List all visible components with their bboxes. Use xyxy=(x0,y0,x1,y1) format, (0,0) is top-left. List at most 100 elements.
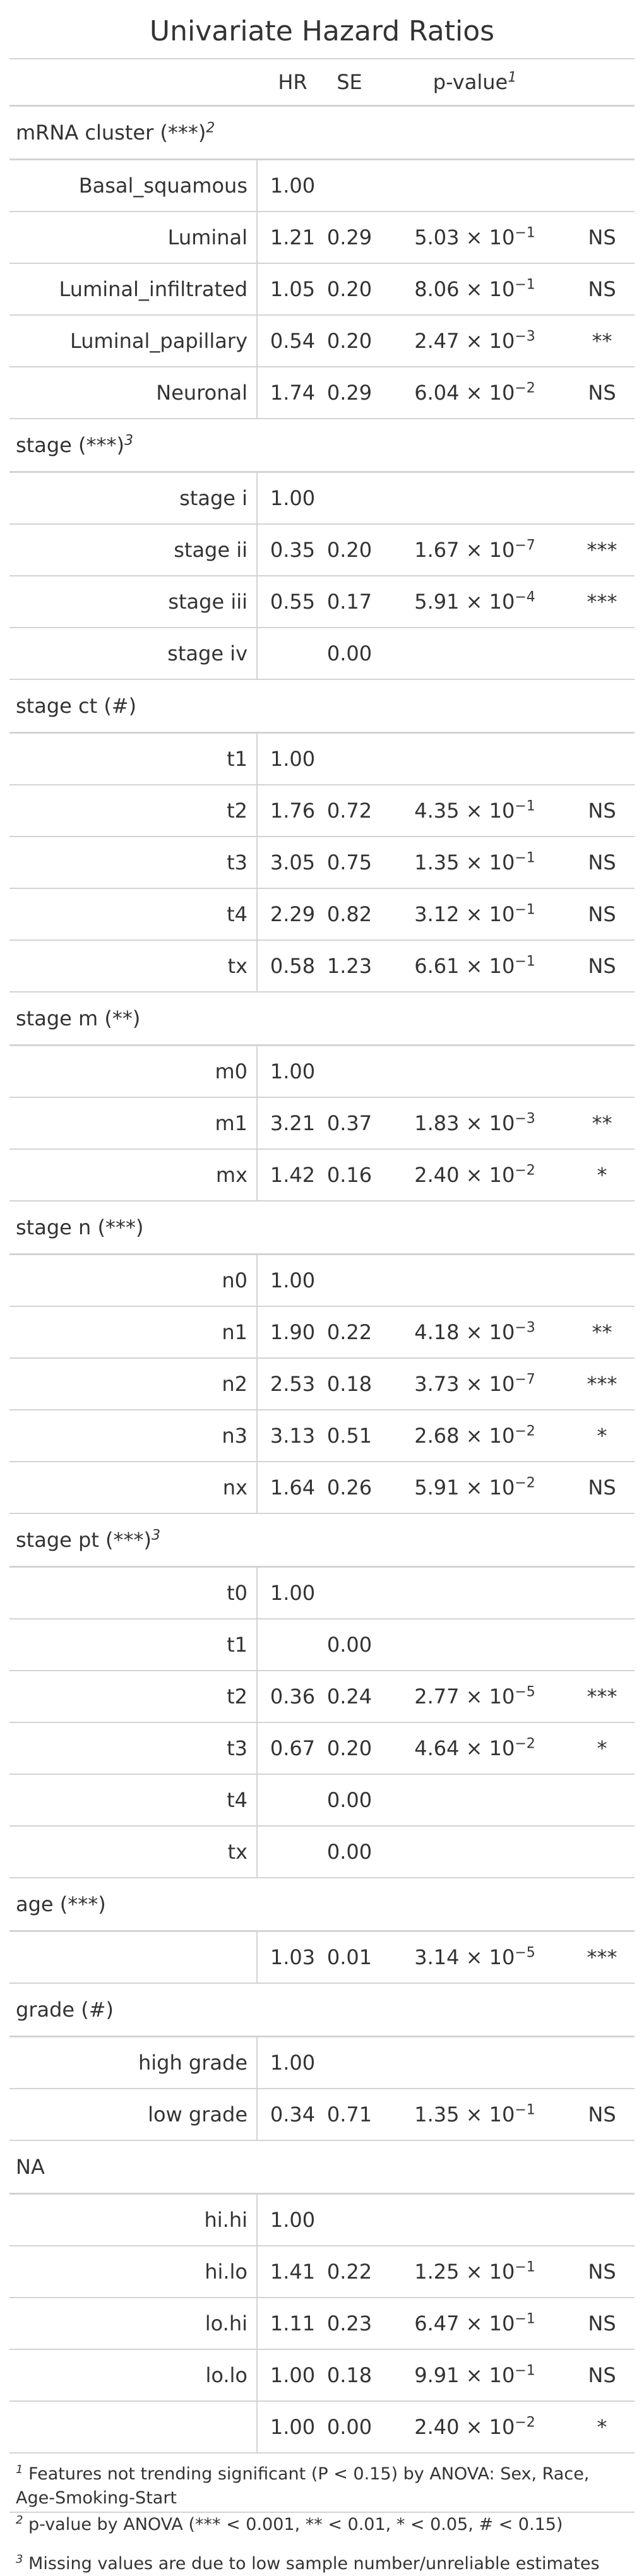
hr-value xyxy=(266,1619,319,1670)
se-value xyxy=(319,1255,380,1306)
pvalue-exponent: −2 xyxy=(515,2414,535,2431)
significance: NS xyxy=(588,277,616,301)
pvalue xyxy=(380,1827,569,1877)
group-label-text: grade (#) xyxy=(16,1998,114,2022)
group-label-text: stage m (**) xyxy=(16,1006,141,1030)
pvalue-exponent: −1 xyxy=(515,2363,535,2379)
hr-value: 0.36 xyxy=(270,1685,316,1708)
group-footnote-mark: 2 xyxy=(206,120,215,136)
row-label: m1 xyxy=(215,1111,247,1135)
column-divider xyxy=(256,2195,258,2245)
pvalue-exponent: −1 xyxy=(515,2102,535,2118)
column-divider xyxy=(256,576,258,627)
significance: NS xyxy=(588,2363,616,2387)
column-divider xyxy=(256,734,258,784)
pvalue-mantissa: 3.12 xyxy=(414,902,460,926)
column-divider xyxy=(256,941,258,991)
pvalue: 5.03 × 10−1 xyxy=(380,212,569,263)
pvalue: 2.68 × 10−2 xyxy=(380,1410,569,1461)
row-label: hi.hi xyxy=(204,2208,247,2232)
significance xyxy=(569,1255,635,1306)
group-header: stage n (***) xyxy=(9,1202,635,1255)
pvalue xyxy=(380,2195,569,2245)
se-value: 0.23 xyxy=(326,2311,373,2335)
row-label: t4 xyxy=(227,902,247,926)
pvalue-times-ten: × 10 xyxy=(459,1476,515,1500)
column-divider xyxy=(256,1619,258,1670)
pvalue-times-ten: × 10 xyxy=(459,2260,515,2284)
pvalue-mantissa: 9.91 xyxy=(414,2363,460,2387)
row-label xyxy=(9,2402,247,2452)
pvalue: 4.18 × 10−3 xyxy=(380,1307,569,1357)
significance xyxy=(569,628,635,679)
footnote: 2 p-value by ANOVA (*** < 0.001, ** < 0.… xyxy=(16,2513,622,2537)
footnote-mark: 1 xyxy=(16,2463,23,2476)
column-divider xyxy=(256,785,258,836)
pvalue-times-ten: × 10 xyxy=(459,2311,515,2335)
group-header: stage pt (***)3 xyxy=(9,1514,635,1568)
pvalue: 4.64 × 10−2 xyxy=(380,1723,569,1774)
table-row: t2 0.36 0.24 2.77 × 10−5 *** xyxy=(9,1671,635,1723)
hr-value: 1.00 xyxy=(270,2415,316,2439)
pvalue-mantissa: 3.73 xyxy=(414,1372,460,1396)
pvalue-exponent: −3 xyxy=(515,328,535,345)
pvalue: 4.35 × 10−1 xyxy=(380,785,569,836)
pvalue-times-ten: × 10 xyxy=(459,225,515,249)
group-label-text: stage n (***) xyxy=(16,1215,144,1239)
group-header: mRNA cluster (***)2 xyxy=(9,107,635,160)
header-pvalue: p-value1 xyxy=(380,59,569,105)
hr-value: 1.00 xyxy=(270,174,316,198)
pvalue-exponent: −2 xyxy=(515,1736,535,1752)
pvalue-times-ten: × 10 xyxy=(459,954,515,978)
table-row: 1.03 0.01 3.14 × 10−5 *** xyxy=(9,1932,635,1984)
significance: * xyxy=(597,1424,607,1448)
pvalue-times-ten: × 10 xyxy=(459,1163,515,1187)
row-label: n2 xyxy=(222,1372,247,1396)
pvalue: 9.91 × 10−1 xyxy=(380,2350,569,2400)
group-label-text: NA xyxy=(16,2155,45,2179)
column-divider xyxy=(256,1723,258,1774)
significance xyxy=(569,734,635,784)
hr-value: 2.53 xyxy=(270,1372,316,1396)
pvalue: 5.91 × 10−4 xyxy=(380,576,569,627)
pvalue: 6.61 × 10−1 xyxy=(380,941,569,991)
significance: NS xyxy=(588,225,616,249)
se-value xyxy=(319,1568,380,1618)
pvalue-exponent: −3 xyxy=(515,1320,535,1336)
pvalue-exponent: −5 xyxy=(515,1945,535,1961)
column-divider xyxy=(256,2246,258,2297)
group-label-text: stage pt (***) xyxy=(16,1528,152,1552)
row-label: t3 xyxy=(227,1736,247,1760)
hr-value: 1.76 xyxy=(270,799,316,823)
pvalue-mantissa: 5.91 xyxy=(414,590,460,614)
pvalue: 1.83 × 10−3 xyxy=(380,1098,569,1148)
table-row: low grade 0.34 0.71 1.35 × 10−1 NS xyxy=(9,2089,635,2141)
significance xyxy=(569,2037,635,2088)
group-label: stage n (***) xyxy=(16,1202,143,1253)
pvalue-exponent: −5 xyxy=(515,1684,535,1700)
title-rule xyxy=(9,58,635,59)
table-row: stage iii 0.55 0.17 5.91 × 10−4 *** xyxy=(9,576,635,628)
table-row: mx 1.42 0.16 2.40 × 10−2 * xyxy=(9,1150,635,1202)
column-divider xyxy=(256,160,258,211)
se-value: 0.20 xyxy=(326,329,373,353)
column-divider xyxy=(256,473,258,523)
se-value: 0.24 xyxy=(326,1685,373,1708)
footnote: 1 Features not trending significant (P <… xyxy=(16,2462,622,2510)
row-label: low grade xyxy=(148,2102,247,2126)
footnote-mark: 3 xyxy=(16,2553,23,2566)
pvalue-exponent: −1 xyxy=(515,902,535,918)
pvalue-exponent: −1 xyxy=(515,2311,535,2327)
column-divider xyxy=(256,1671,258,1722)
table-row: stage iv 0.00 xyxy=(9,628,635,680)
pvalue-mantissa: 8.06 xyxy=(414,277,460,301)
header-pvalue-label: p-value xyxy=(432,70,508,94)
column-divider xyxy=(256,628,258,679)
row-label: stage ii xyxy=(174,538,247,562)
column-divider xyxy=(256,2089,258,2140)
column-divider xyxy=(256,1255,258,1306)
pvalue: 3.14 × 10−5 xyxy=(380,1932,569,1983)
se-value xyxy=(319,1046,380,1097)
table-row: Neuronal 1.74 0.29 6.04 × 10−2 NS xyxy=(9,367,635,419)
pvalue xyxy=(380,1775,569,1825)
